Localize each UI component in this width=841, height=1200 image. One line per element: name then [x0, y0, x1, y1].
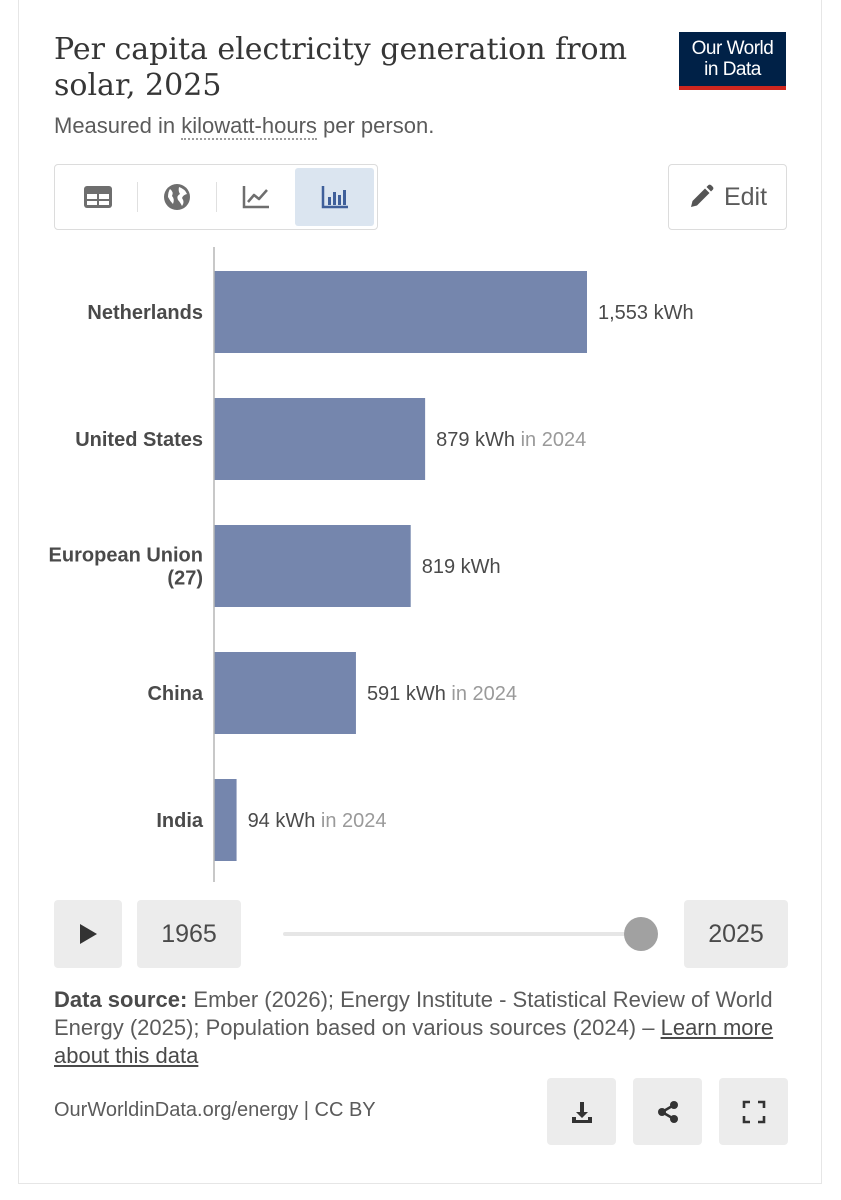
bar-1[interactable]	[214, 398, 426, 480]
bar-0[interactable]	[214, 271, 587, 353]
globe-icon	[163, 184, 190, 210]
category-label-0: Netherlands	[87, 302, 203, 324]
tab-line-chart[interactable]	[216, 168, 295, 226]
value-label-2: 819 kWh	[422, 556, 501, 578]
value-label-4: 94 kWh in 2024	[248, 810, 387, 832]
chart-type-tabs	[54, 164, 378, 230]
fullscreen-button[interactable]	[719, 1078, 788, 1145]
fullscreen-icon	[742, 1100, 765, 1123]
chart-subtitle: Measured in kilowatt-hours per person.	[54, 113, 435, 140]
source-label: Data source:	[54, 987, 188, 1012]
owid-logo[interactable]: Our World in Data	[679, 32, 786, 90]
category-label-4: India	[156, 810, 204, 832]
category-label-3: China	[147, 683, 203, 705]
unit-definition-link[interactable]: kilowatt-hours	[181, 113, 317, 140]
logo-line-1: Our World	[691, 38, 774, 59]
download-button[interactable]	[547, 1078, 616, 1145]
timeline-end-year[interactable]: 2025	[684, 900, 788, 968]
value-label-0: 1,553 kWh	[598, 302, 694, 324]
edit-button[interactable]: Edit	[668, 164, 787, 230]
edit-label: Edit	[723, 182, 768, 211]
value-label-3: 591 kWh in 2024	[367, 683, 517, 705]
category-label-2: European Union (27)	[49, 545, 203, 590]
timeline-start-year[interactable]: 1965	[137, 900, 241, 968]
bar-2[interactable]	[214, 525, 411, 607]
footer-url: OurWorldinData.org/energy | CC BY	[54, 1099, 376, 1121]
bar-chart: Netherlands 1,553 kWh United States 879 kWh…	[49, 247, 694, 882]
tab-table[interactable]	[58, 168, 137, 226]
source-text: Ember (2026); Energy Institute - Statist…	[54, 987, 773, 1040]
timeline-slider-track[interactable]	[283, 932, 641, 936]
bar-chart-icon	[321, 186, 348, 209]
chart-card-frame	[18, 0, 822, 1184]
tab-bar-chart[interactable]	[295, 168, 374, 226]
pencil-icon	[690, 184, 714, 207]
line-chart-icon	[242, 186, 269, 209]
timeline-slider-handle[interactable]	[624, 917, 658, 951]
download-icon	[571, 1101, 592, 1123]
data-source-note: Data source: Ember (2026); Energy Instit…	[54, 986, 784, 1070]
share-button[interactable]	[633, 1078, 702, 1145]
bar-4[interactable]	[214, 779, 237, 861]
logo-line-2: in Data	[704, 59, 761, 80]
play-icon	[80, 924, 97, 944]
tab-map[interactable]	[137, 168, 216, 226]
bar-3[interactable]	[214, 652, 356, 734]
value-label-1: 879 kWh in 2024	[436, 429, 586, 451]
learn-more-link[interactable]: Learn more about this data	[54, 1015, 774, 1068]
subtitle-suffix: per person.	[316, 113, 435, 138]
table-icon	[83, 186, 112, 208]
chart-title: Per capita electricity generation from s…	[54, 32, 628, 103]
share-icon	[657, 1100, 678, 1123]
category-label-1: United States	[75, 429, 203, 451]
subtitle-prefix: Measured in	[54, 113, 182, 138]
play-button[interactable]	[54, 900, 122, 968]
